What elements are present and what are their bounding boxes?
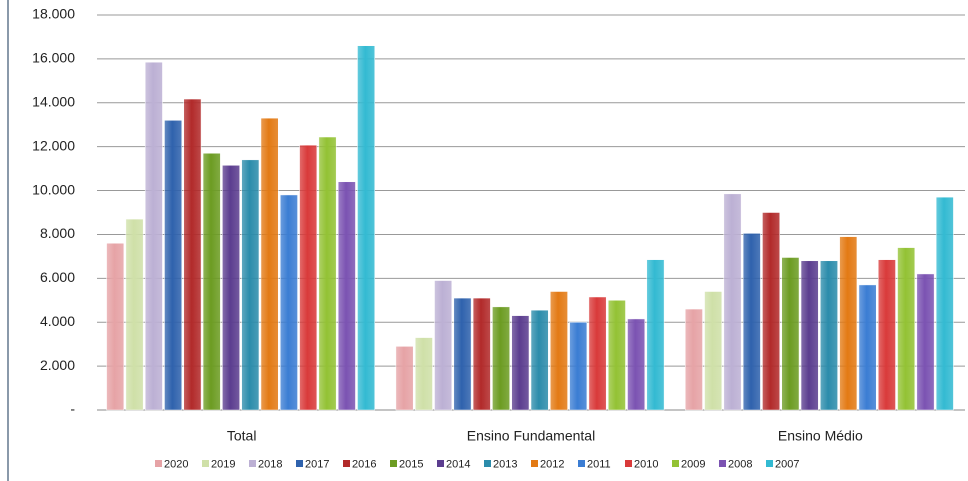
legend-swatch xyxy=(719,460,726,467)
bar xyxy=(781,257,800,411)
legend-label: 2007 xyxy=(775,458,799,470)
legend-swatch xyxy=(343,460,350,467)
legend-swatch xyxy=(766,460,773,467)
bar xyxy=(222,165,240,411)
y-tick-label: 14.000 xyxy=(32,93,75,109)
bar xyxy=(395,346,414,411)
bar xyxy=(800,260,819,411)
y-tick-label: 16.000 xyxy=(32,50,75,66)
legend-label: 2008 xyxy=(728,458,752,470)
bar xyxy=(492,306,510,411)
bar xyxy=(916,273,935,411)
legend-label: 2011 xyxy=(587,458,611,470)
legend-label: 2010 xyxy=(634,458,658,470)
bar xyxy=(414,337,433,411)
bar xyxy=(318,136,337,411)
x-tick-label: Ensino Fundamental xyxy=(467,428,595,444)
legend-swatch xyxy=(578,460,585,467)
bar xyxy=(627,318,646,411)
bar xyxy=(241,159,260,411)
y-tick-label: - xyxy=(70,401,75,417)
bar xyxy=(337,181,356,411)
bar xyxy=(453,297,472,411)
bar xyxy=(704,291,723,411)
bar xyxy=(858,284,877,411)
bar xyxy=(106,242,125,411)
legend-swatch xyxy=(484,460,491,467)
bar xyxy=(299,144,318,411)
y-tick-label: 6.000 xyxy=(40,269,75,285)
legend-label: 2020 xyxy=(164,458,188,470)
bar xyxy=(762,212,780,411)
bar xyxy=(357,45,376,411)
legend-label: 2013 xyxy=(493,458,517,470)
legend-label: 2017 xyxy=(305,458,329,470)
bar xyxy=(723,193,742,411)
legend-label: 2018 xyxy=(258,458,282,470)
legend-label: 2014 xyxy=(446,458,470,470)
y-tick-label: 2.000 xyxy=(40,357,75,373)
bar xyxy=(125,218,144,411)
legend-label: 2009 xyxy=(681,458,705,470)
bar xyxy=(550,291,568,411)
bar xyxy=(684,308,703,411)
bar xyxy=(588,296,607,411)
legend-swatch xyxy=(202,460,209,467)
x-tick-label: Ensino Médio xyxy=(778,428,863,444)
legend-swatch xyxy=(437,460,444,467)
legend-label: 2019 xyxy=(211,458,235,470)
bar xyxy=(202,153,221,411)
legend-swatch xyxy=(155,460,162,467)
bar xyxy=(183,98,202,411)
legend-swatch xyxy=(249,460,256,467)
bar xyxy=(935,196,954,411)
bar xyxy=(646,259,665,411)
bar xyxy=(472,297,491,411)
y-tick-label: 8.000 xyxy=(40,225,75,241)
legend-swatch xyxy=(390,460,397,467)
bar xyxy=(144,61,163,411)
bar xyxy=(280,194,298,411)
legend-swatch xyxy=(531,460,538,467)
legend-swatch xyxy=(296,460,303,467)
bar xyxy=(877,259,896,411)
bar xyxy=(742,233,761,411)
legend-swatch xyxy=(625,460,632,467)
y-tick-label: 18.000 xyxy=(32,6,75,22)
bar xyxy=(260,117,279,411)
y-tick-label: 4.000 xyxy=(40,313,75,329)
y-tick-label: 12.000 xyxy=(32,137,75,153)
bar xyxy=(164,120,183,411)
bar xyxy=(434,280,453,411)
bar xyxy=(839,236,858,411)
bar xyxy=(569,321,588,411)
x-tick-label: Total xyxy=(227,428,257,444)
bar xyxy=(897,247,916,411)
legend-label: 2015 xyxy=(399,458,423,470)
legend-label: 2012 xyxy=(540,458,564,470)
bar xyxy=(530,309,549,411)
y-tick-label: 10.000 xyxy=(32,181,75,197)
bar xyxy=(511,315,530,411)
legend-swatch xyxy=(672,460,679,467)
bar xyxy=(820,260,838,411)
legend-label: 2016 xyxy=(352,458,376,470)
bar xyxy=(607,300,626,411)
